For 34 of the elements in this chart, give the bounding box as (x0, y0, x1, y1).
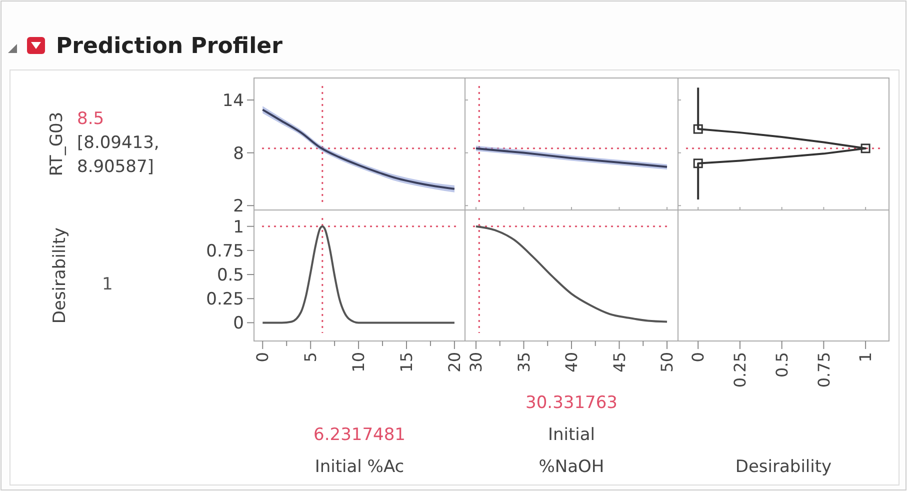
y-tick-label: 2 (233, 196, 244, 217)
x-tick-label: 5 (301, 352, 320, 362)
x-axis-title: Desirability (735, 457, 832, 477)
y-tick-label: 8 (233, 144, 244, 164)
x-tick-label: 0 (688, 352, 708, 362)
y-axis-title: RT_G03 (47, 112, 67, 176)
y-tick-label: 0.5 (216, 265, 244, 286)
text: 1 (102, 274, 113, 294)
x-axis-title: Initial %NaOH (538, 425, 604, 477)
text: 30.331763 (526, 393, 618, 413)
x-tick-label: 40 (562, 352, 582, 372)
x-tick-label: 0.75 (814, 352, 834, 388)
x-tick-label: 15 (397, 352, 416, 372)
y-tick-label: 14 (222, 90, 244, 111)
x-tick-label: 0 (253, 352, 272, 362)
y-tick-label: 0.75 (206, 241, 244, 262)
x-tick-label: 0.25 (730, 352, 750, 388)
text: 6.2317481 (314, 425, 406, 445)
text: [8.09413, 8.90587] (77, 133, 160, 177)
x-axis-title: Initial %Ac (314, 457, 404, 477)
x-tick-label: 20 (445, 352, 464, 372)
x-tick-label: 0.5 (772, 352, 792, 378)
x-tick-label: 35 (514, 352, 534, 372)
chart-title: Prediction Profiler (56, 34, 283, 59)
text: 8.5 (77, 109, 104, 129)
y-axis-title: Desirability (50, 227, 70, 324)
y-tick-label: 0 (233, 314, 244, 334)
x-tick-label: 1 (856, 352, 876, 362)
y-tick-label: 1 (233, 217, 244, 238)
x-tick-label: 10 (349, 352, 368, 372)
y-tick-label: 0.25 (206, 290, 244, 310)
x-tick-label: 30 (466, 352, 486, 372)
x-tick-label: 50 (658, 352, 677, 372)
x-tick-label: 45 (610, 352, 629, 372)
